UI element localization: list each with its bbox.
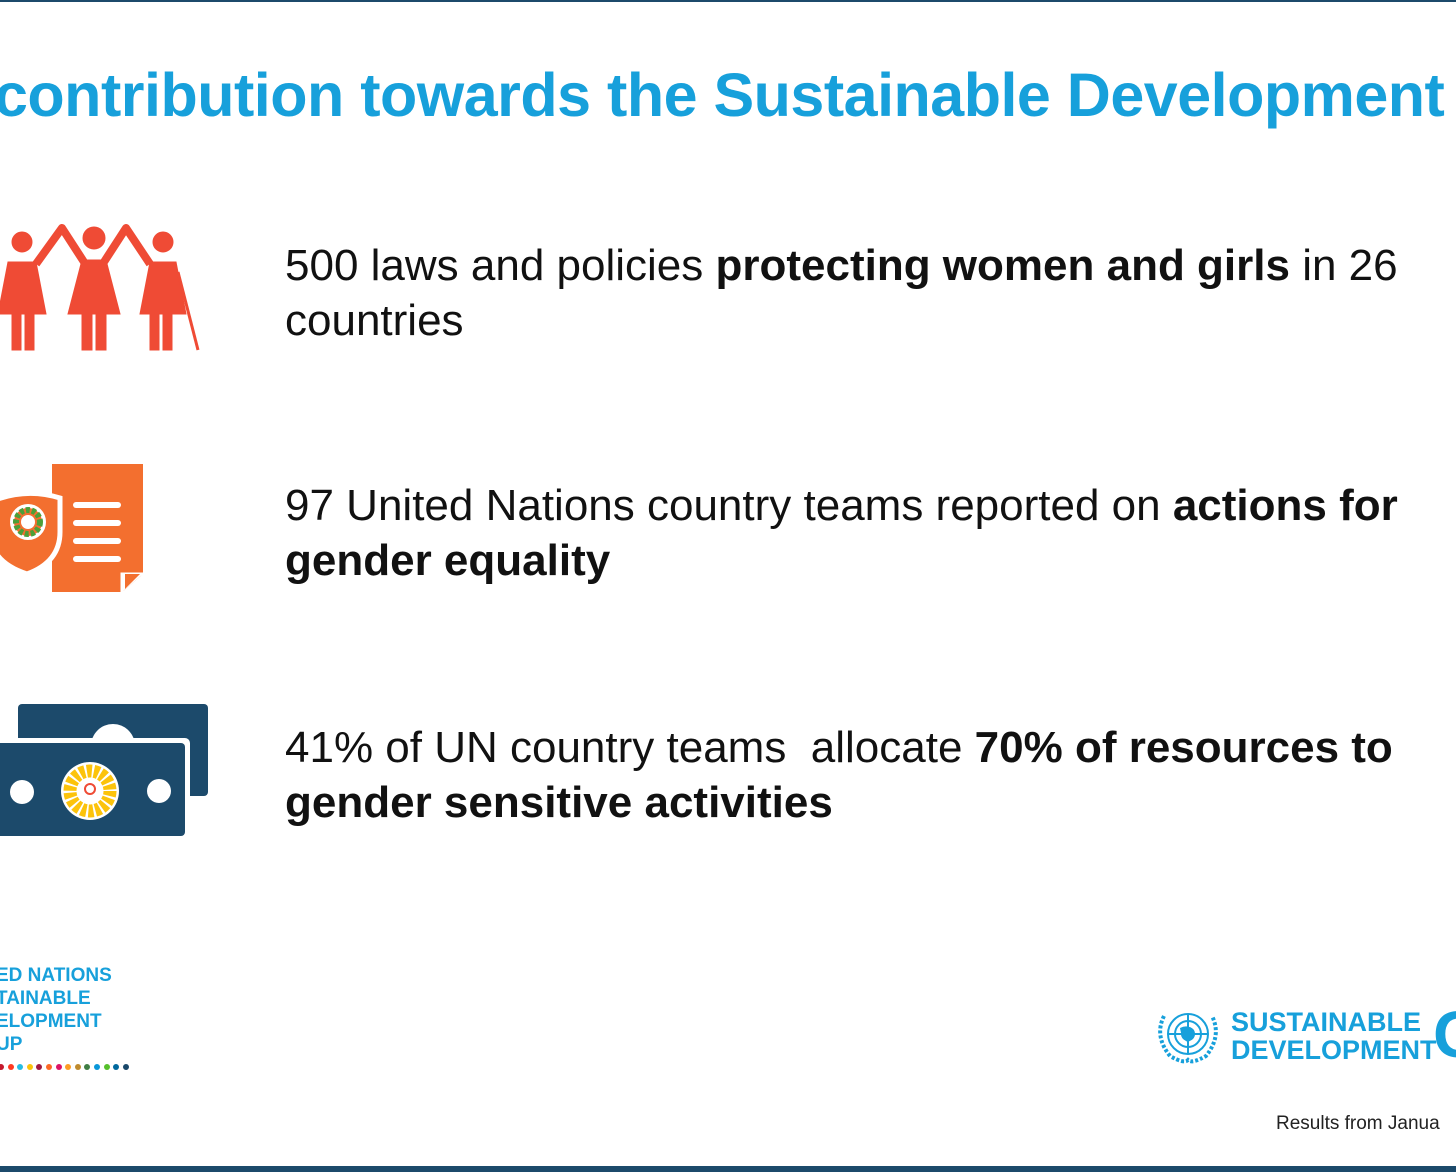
shield-document-icon [0,464,143,592]
sdg-dot [7,1064,14,1070]
sdg-dot [84,1064,91,1070]
sdg-dot [74,1064,81,1070]
sdg-logo-letter: G [1433,996,1456,1072]
sdg-color-dots [0,1064,129,1070]
statement-text: 500 laws and policies [285,241,716,290]
sdg-dot [103,1064,110,1070]
sdg-dot [93,1064,100,1070]
sdg-dot [65,1064,72,1070]
statement-resources: 41% of UN country teams allocate 70% of … [285,720,1455,830]
money-bills-icon [0,704,208,838]
un-emblem-icon [1158,1013,1218,1064]
sdg-dot [113,1064,120,1070]
top-border [0,0,1456,2]
sdg-dot [122,1064,129,1070]
women-and-girls-icon [0,224,200,351]
statement-text: 41% of UN country teams allocate [285,723,975,772]
statement-country-teams: 97 United Nations country teams reported… [285,478,1455,588]
sdg-dot [36,1064,43,1070]
unsdg-logo-text: ED NATIONS TAINABLE ELOPMENT UP [0,965,112,1055]
bottom-border [0,1166,1456,1172]
statement-laws-policies: 500 laws and policies protecting women a… [285,238,1455,348]
sdg-dot [26,1064,33,1070]
page-title: contribution towards the Sustainable Dev… [0,61,1456,129]
statement-highlight: actions for gender equality [285,481,1398,585]
sdg-dot [55,1064,62,1070]
sdg-logo-text: SUSTAINABLE DEVELOPMENT [1231,1007,1437,1065]
statement-text: 97 United Nations country teams reported… [285,481,1173,530]
sdg-dot [17,1064,24,1070]
statement-highlight: protecting women and girls [715,241,1290,290]
statement-text: in 26 countries [285,241,1398,345]
sdg-dot [0,1064,4,1070]
footer-note: Results from Janua [1276,1113,1440,1134]
statement-highlight: 70% of resources to gender sensitive act… [285,723,1393,827]
sdg-dot [45,1064,52,1070]
